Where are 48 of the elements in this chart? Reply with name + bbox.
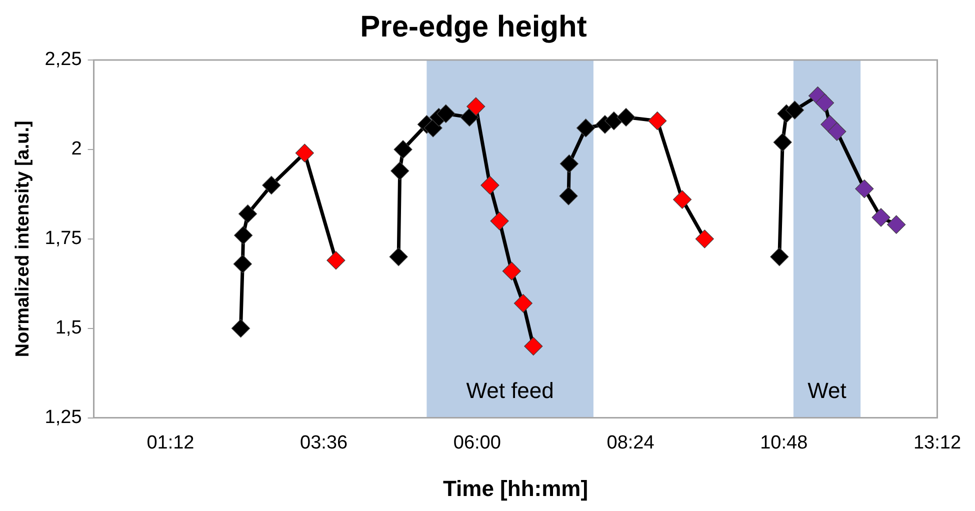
- point: [436, 104, 456, 123]
- point: [815, 94, 834, 112]
- point: [460, 108, 479, 127]
- point: [326, 251, 346, 270]
- point: [490, 212, 509, 230]
- x-tick-label: 13:12: [913, 432, 961, 454]
- point: [480, 176, 500, 195]
- point: [648, 112, 667, 130]
- x-tick-label: 06:00: [453, 432, 501, 454]
- point: [234, 226, 253, 245]
- chart-title: Pre-edge height: [360, 10, 587, 44]
- point: [466, 97, 486, 116]
- point: [872, 208, 890, 227]
- point: [828, 122, 846, 141]
- x-tick-label: 01:12: [146, 432, 194, 454]
- point: [695, 230, 714, 248]
- x-tick-label: 10:48: [760, 432, 808, 454]
- point: [502, 262, 521, 280]
- point: [524, 336, 543, 356]
- band-label: Wet feed: [466, 378, 554, 403]
- point: [672, 190, 692, 209]
- point: [390, 162, 410, 180]
- x-axis-title: Time [hh:mm]: [442, 476, 588, 501]
- y-tick-label: 2: [71, 138, 82, 160]
- point: [262, 176, 281, 195]
- point: [394, 140, 412, 159]
- y-tick-label: 1,5: [55, 318, 82, 339]
- point: [238, 204, 258, 224]
- point: [576, 118, 596, 138]
- x-tick-label: 03:36: [300, 432, 348, 454]
- point: [514, 294, 532, 313]
- point: [616, 108, 636, 127]
- point: [231, 319, 250, 338]
- point: [560, 154, 578, 174]
- point: [295, 144, 314, 162]
- y-tick-label: 2,25: [44, 49, 82, 70]
- point: [559, 186, 578, 206]
- point: [233, 254, 252, 274]
- y-axis-title: Normalized intensity [a.u.]: [12, 120, 34, 358]
- point: [887, 215, 906, 234]
- point: [424, 118, 442, 138]
- y-tick-label: 1,75: [44, 228, 82, 250]
- band-label: Wet: [808, 378, 846, 403]
- point: [604, 112, 624, 130]
- y-tick-label: 1,25: [44, 407, 82, 428]
- point: [389, 247, 408, 266]
- x-tick-label: 08:24: [606, 432, 655, 454]
- point: [855, 180, 874, 198]
